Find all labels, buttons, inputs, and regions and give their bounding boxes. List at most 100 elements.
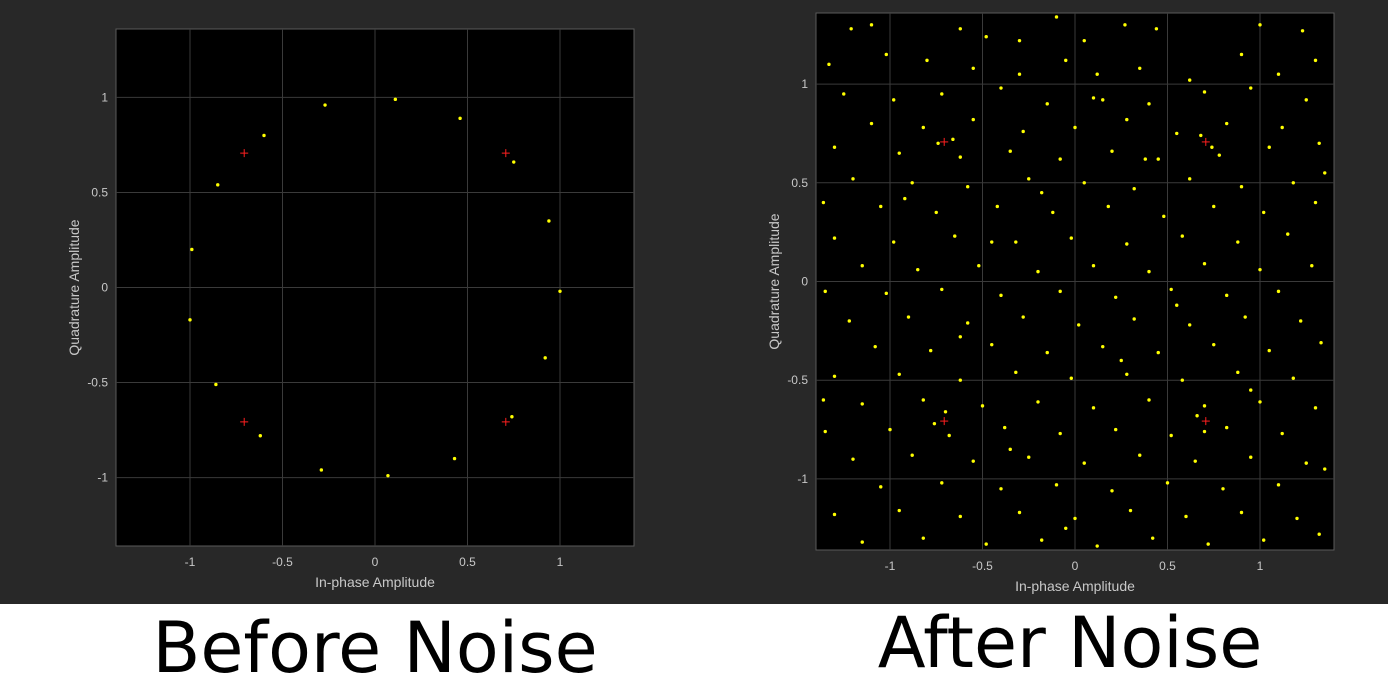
data-point (1212, 204, 1216, 209)
data-point (1202, 262, 1207, 266)
data-point (921, 536, 925, 540)
data-point (1073, 125, 1077, 130)
data-point (1300, 29, 1305, 33)
data-point (1143, 157, 1148, 161)
reference-marker (240, 417, 249, 426)
data-point (892, 240, 896, 244)
data-point (1051, 210, 1055, 215)
data-point (319, 468, 324, 472)
data-point (1008, 149, 1012, 153)
data-point (1313, 58, 1318, 63)
data-point (1319, 341, 1323, 345)
data-point (1317, 532, 1321, 536)
reference-marker (240, 149, 249, 158)
data-point (953, 234, 957, 238)
data-point (958, 335, 962, 339)
data-point (1236, 370, 1240, 375)
data-point (1323, 467, 1327, 471)
data-point (262, 133, 266, 138)
data-point (847, 319, 851, 323)
data-point (543, 356, 547, 360)
data-point (1125, 242, 1129, 246)
data-point (1165, 481, 1170, 485)
data-point (1114, 427, 1118, 432)
data-point (1017, 72, 1022, 76)
data-point (910, 181, 914, 185)
data-point (936, 141, 940, 146)
reference-marker (940, 417, 949, 426)
data-point (966, 321, 970, 325)
x-tick-label: -0.5 (972, 559, 993, 573)
data-point (977, 264, 981, 268)
data-point (884, 291, 888, 296)
data-point (1180, 234, 1185, 238)
x-tick-label: -1 (885, 559, 896, 573)
data-point (1082, 181, 1086, 185)
data-point (1188, 323, 1192, 327)
data-point (1045, 350, 1049, 355)
x-tick-label: -1 (185, 555, 196, 569)
data-point (1040, 190, 1044, 195)
y-tick-label: -0.5 (87, 376, 108, 390)
y-tick-label: 1 (101, 90, 108, 104)
data-point (947, 433, 951, 438)
data-point (940, 287, 944, 292)
data-point (971, 66, 975, 70)
data-point (1156, 350, 1160, 355)
data-point (892, 98, 896, 102)
data-point (1267, 145, 1271, 149)
data-point (832, 512, 837, 517)
data-point (1138, 66, 1142, 70)
reference-marker (940, 137, 949, 146)
reference-marker (1201, 137, 1210, 146)
data-point (958, 155, 962, 159)
data-point (1258, 400, 1262, 404)
data-point (1147, 398, 1151, 402)
data-point (1110, 489, 1114, 493)
data-point (932, 421, 937, 426)
x-axis-label: In-phase Amplitude (315, 574, 435, 590)
data-point (1323, 171, 1327, 175)
data-point (897, 508, 901, 513)
data-point (1058, 289, 1062, 294)
data-point (1212, 342, 1216, 347)
data-point (1156, 157, 1160, 161)
data-point (1195, 414, 1199, 418)
data-point (214, 382, 218, 387)
data-point (851, 177, 855, 181)
data-point (1147, 269, 1151, 274)
data-point (1184, 514, 1188, 519)
x-tick-label: 0 (1072, 559, 1079, 573)
data-point (1304, 461, 1308, 465)
data-point (999, 293, 1003, 298)
data-point (984, 34, 988, 39)
data-point (823, 289, 827, 294)
data-point (821, 398, 826, 402)
data-point (999, 487, 1003, 491)
data-point (1180, 378, 1185, 382)
data-point (1036, 400, 1040, 404)
data-point (1239, 52, 1244, 57)
data-point (258, 434, 262, 438)
data-point (1291, 181, 1296, 185)
x-tick-label: -0.5 (272, 555, 293, 569)
data-point (1291, 376, 1296, 380)
data-point (1262, 210, 1266, 215)
data-point (1064, 58, 1068, 63)
data-point (971, 117, 975, 122)
data-point (1162, 214, 1166, 219)
data-point (934, 210, 938, 215)
data-point (1202, 404, 1207, 408)
data-point (832, 145, 837, 149)
data-point (323, 103, 327, 107)
data-point (1313, 200, 1318, 205)
data-point (1101, 344, 1105, 349)
data-point (386, 473, 390, 478)
data-point (1054, 483, 1059, 487)
data-point (1295, 516, 1299, 521)
x-tick-label: 1 (1257, 559, 1264, 573)
data-point (860, 540, 864, 544)
data-point (940, 92, 944, 96)
data-point (925, 58, 929, 63)
caption-before-noise: Before Noise (152, 607, 598, 689)
